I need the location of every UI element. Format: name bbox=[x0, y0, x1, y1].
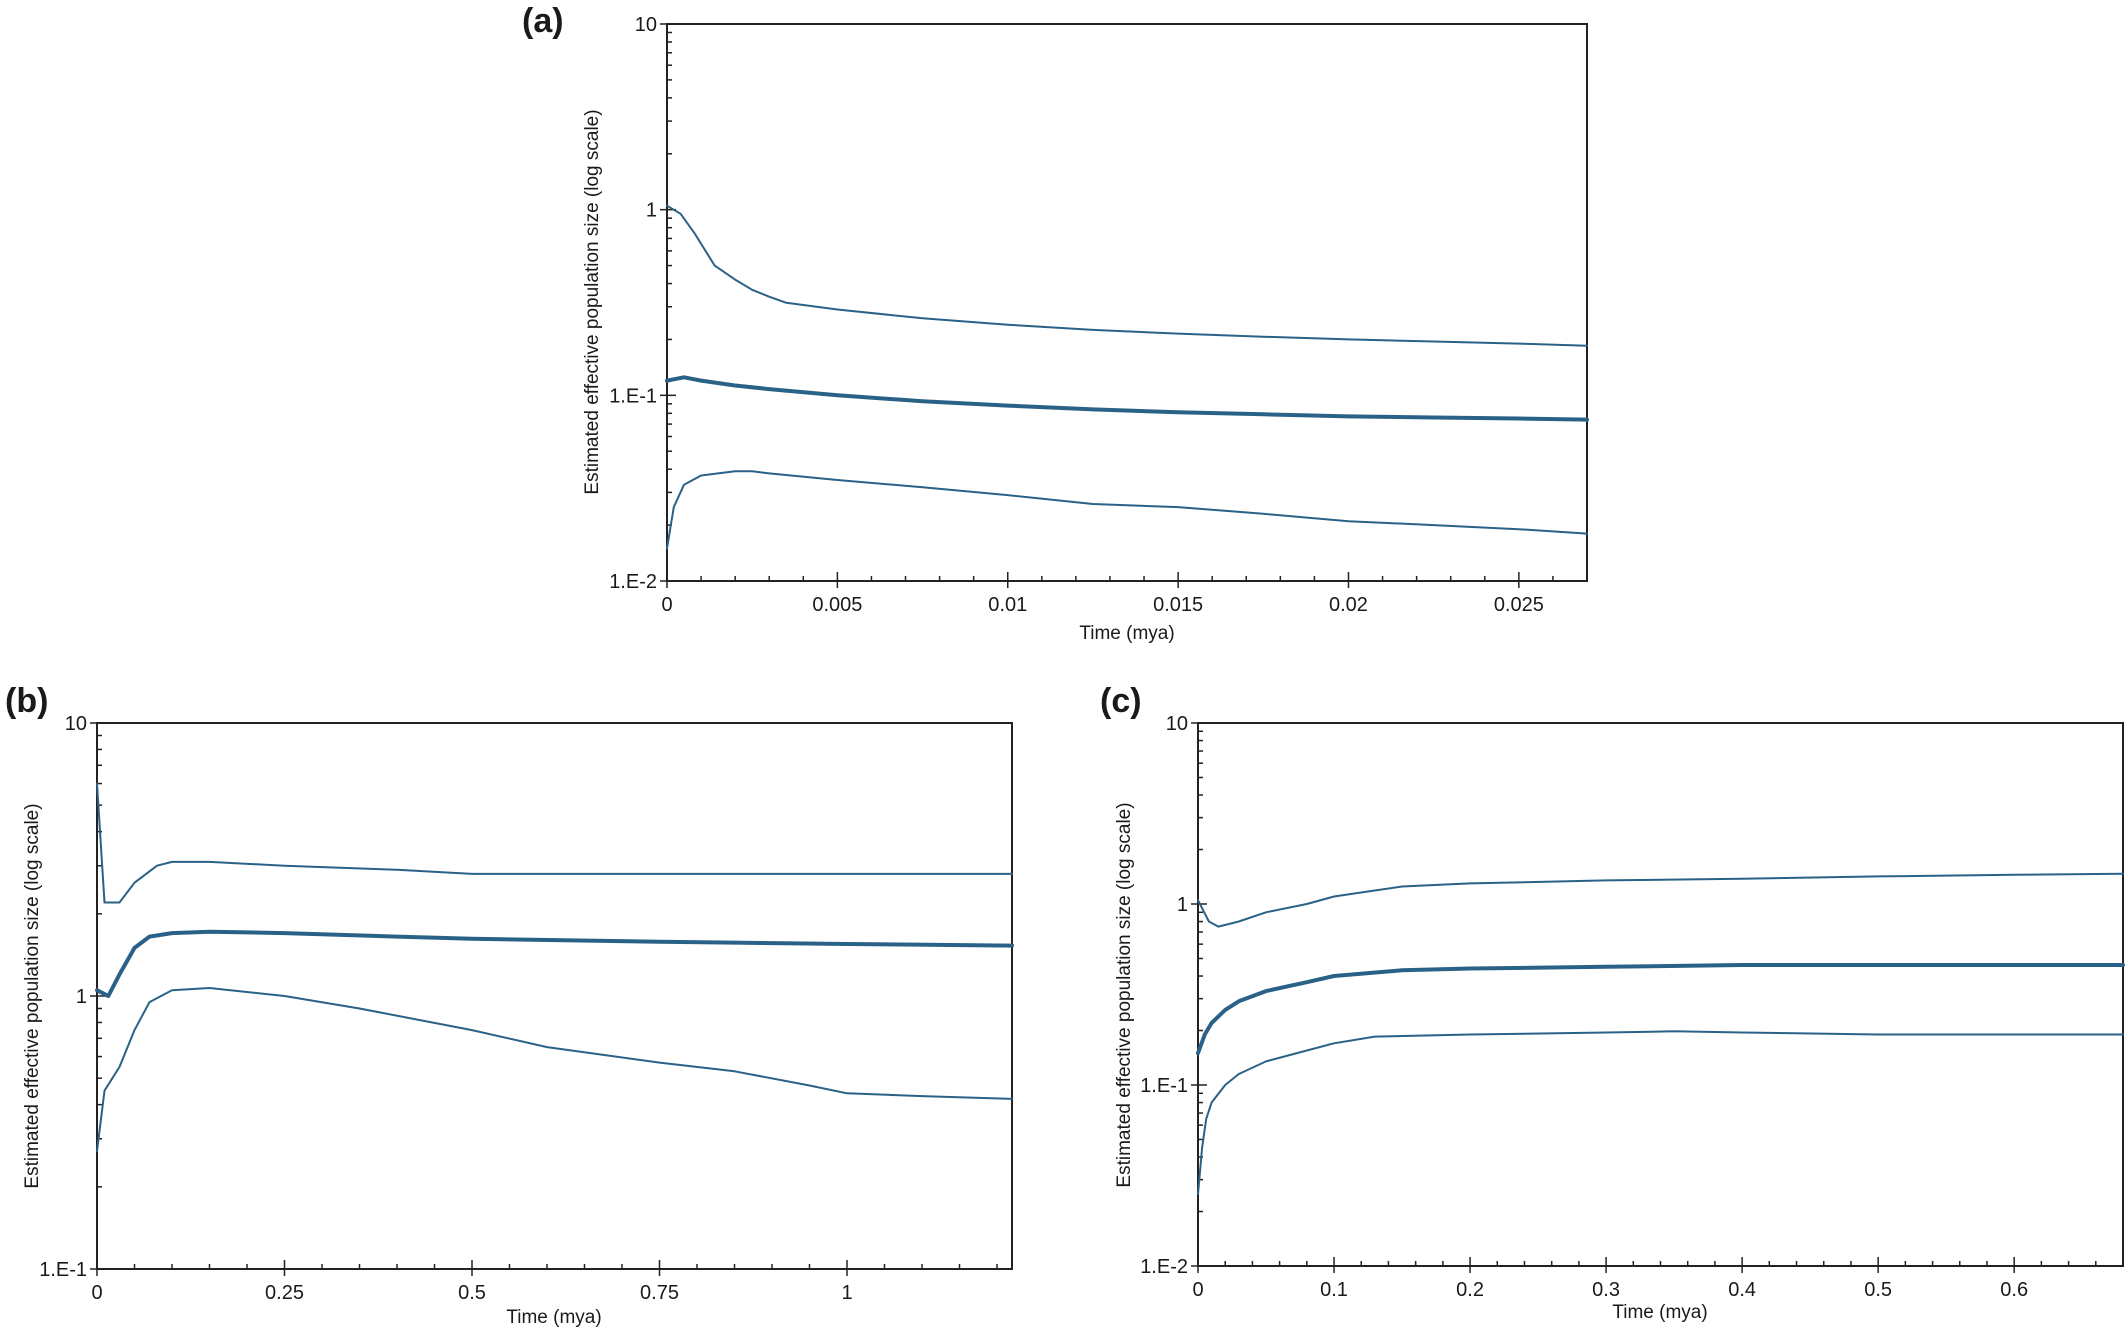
y-tick-label: 1.E-1 bbox=[39, 1259, 87, 1281]
panel-a-plot-frame bbox=[666, 23, 1588, 582]
panel-c: (c) 1.E-2 1.E-1 1 10 0 0.1 0.2 0.3 0.4 0.5 0.6 Ti… bbox=[1100, 682, 2125, 1323]
panel-b-label: (b) bbox=[5, 682, 48, 720]
y-tick-label: 1.E-1 bbox=[1140, 1075, 1188, 1097]
panel-c-x-axis-title: Time (mya) bbox=[1612, 1302, 1707, 1323]
x-tick-label: 0.5 bbox=[458, 1282, 486, 1304]
x-tick-label: 1 bbox=[841, 1282, 852, 1304]
y-tick-label: 1.E-2 bbox=[1140, 1256, 1188, 1278]
panel-c-y-ticks: 1.E-2 1.E-1 1 10 bbox=[1140, 713, 1207, 1278]
series-line-lower bbox=[666, 470, 1588, 550]
panel-a-series bbox=[665, 204, 1589, 550]
x-tick-label: 0.5 bbox=[1864, 1279, 1892, 1301]
x-tick-label: 0.01 bbox=[988, 594, 1027, 616]
panel-c-label: (c) bbox=[1100, 682, 1142, 720]
x-tick-label: 0.4 bbox=[1728, 1279, 1756, 1301]
y-tick-label: 10 bbox=[635, 14, 657, 36]
panel-c-series bbox=[1196, 872, 2125, 1195]
series-line-upper bbox=[96, 782, 1013, 904]
y-tick-label: 1 bbox=[76, 986, 87, 1008]
x-tick-label: 0.6 bbox=[2000, 1279, 2028, 1301]
panel-a-x-ticks: 0 0.005 0.01 0.015 0.02 0.025 bbox=[661, 572, 1588, 616]
x-tick-label: 0.75 bbox=[640, 1282, 679, 1304]
x-tick-label: 0.025 bbox=[1494, 594, 1544, 616]
y-tick-label: 10 bbox=[65, 713, 87, 735]
panel-b-x-ticks: 0 0.25 0.5 0.75 1 bbox=[91, 1260, 998, 1304]
series-line-upper bbox=[666, 204, 1588, 347]
y-tick-label: 1 bbox=[1177, 894, 1188, 916]
x-tick-label: 0 bbox=[1192, 1279, 1203, 1301]
x-tick-label: 0.02 bbox=[1329, 594, 1368, 616]
x-tick-label: 0 bbox=[91, 1282, 102, 1304]
panel-c-y-axis-title: Estimated effective population size (log… bbox=[1114, 802, 1135, 1187]
panel-b-y-axis-title: Estimated effective population size (log… bbox=[22, 803, 43, 1188]
x-tick-label: 0.25 bbox=[265, 1282, 304, 1304]
panel-b-series bbox=[95, 782, 1014, 1153]
x-tick-label: 0.005 bbox=[812, 594, 862, 616]
y-tick-label: 1 bbox=[646, 200, 657, 222]
series-line-median bbox=[665, 375, 1589, 422]
panel-a-y-axis-title: Estimated effective population size (log… bbox=[582, 109, 603, 494]
panel-b-x-axis-title: Time (mya) bbox=[506, 1307, 601, 1328]
x-tick-label: 0.3 bbox=[1592, 1279, 1620, 1301]
series-line-upper bbox=[1197, 872, 2124, 928]
series-line-median bbox=[95, 929, 1014, 998]
x-tick-label: 0.2 bbox=[1456, 1279, 1484, 1301]
panel-c-x-ticks: 0 0.1 0.2 0.3 0.4 0.5 0.6 bbox=[1192, 1257, 2124, 1301]
panel-a-y-ticks: 1.E-2 1.E-1 1 10 bbox=[609, 14, 676, 593]
x-tick-label: 0.1 bbox=[1320, 1279, 1348, 1301]
panel-a-x-axis-title: Time (mya) bbox=[1079, 623, 1174, 644]
y-tick-label: 1.E-1 bbox=[609, 385, 657, 407]
panel-a: (a) 1.E-2 1.E-1 1 10 0 0.005 0.01 0.015 0.02 0.0… bbox=[522, 2, 1589, 644]
y-tick-label: 10 bbox=[1166, 713, 1188, 735]
panel-a-label: (a) bbox=[522, 2, 564, 40]
panel-b: (b) 1.E-1 1 10 0 0.25 0.5 0.75 1 Time (mya) Es… bbox=[5, 682, 1014, 1328]
series-line-lower bbox=[96, 987, 1013, 1153]
series-line-lower bbox=[1197, 1030, 2124, 1195]
x-tick-label: 0.015 bbox=[1153, 594, 1203, 616]
x-tick-label: 0 bbox=[661, 594, 672, 616]
y-tick-label: 1.E-2 bbox=[609, 571, 657, 593]
series-line-median bbox=[1196, 963, 2125, 1056]
